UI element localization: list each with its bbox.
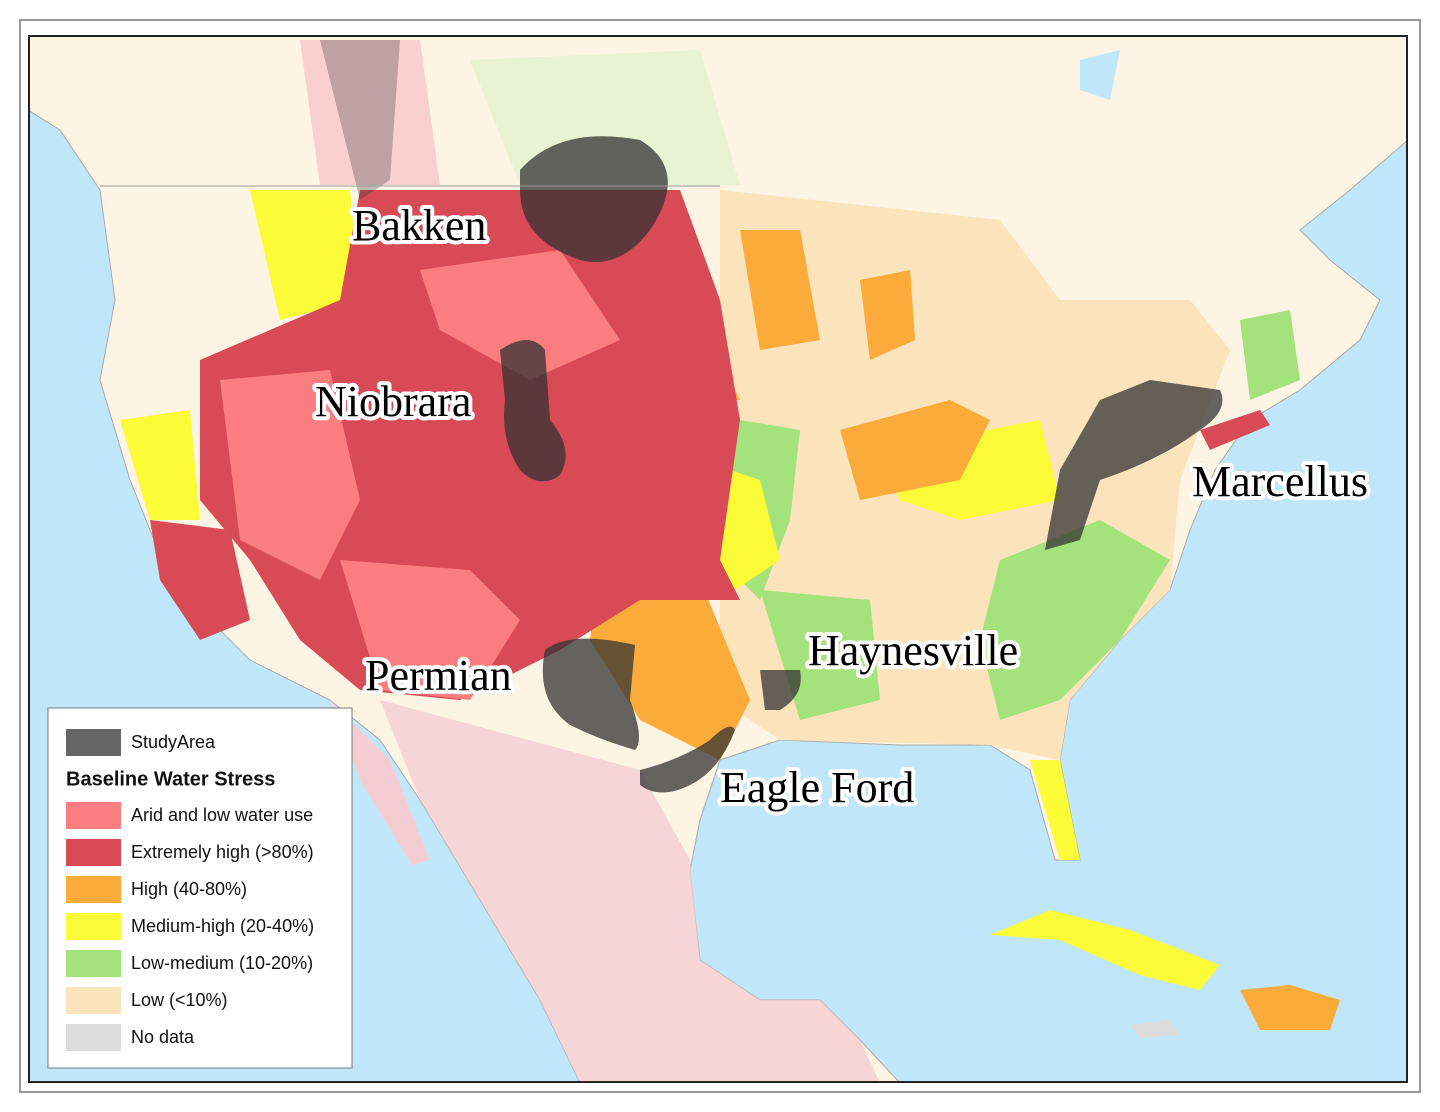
legend-label: No data bbox=[131, 1027, 195, 1047]
study-area-bakken bbox=[520, 136, 668, 262]
region-label: Marcellus bbox=[1192, 457, 1368, 506]
arid-north bbox=[420, 250, 620, 380]
region-labels: Bakken Niobrara Permian Haynesville Eagl… bbox=[311, 197, 1372, 816]
yellow-west bbox=[120, 410, 200, 520]
legend-swatch bbox=[66, 876, 121, 903]
extremely-high-ca bbox=[150, 520, 250, 640]
region-label: Permian bbox=[365, 651, 512, 700]
arid-south bbox=[340, 560, 520, 700]
legend-label: Low-medium (10-20%) bbox=[131, 953, 313, 973]
region-label: Eagle Ford bbox=[720, 763, 914, 812]
mexico bbox=[380, 700, 880, 1082]
study-areas bbox=[320, 40, 1223, 793]
orange-central bbox=[740, 230, 820, 350]
yellow-florida bbox=[1030, 760, 1080, 860]
canada-green bbox=[470, 50, 740, 185]
region-label: Niobrara bbox=[315, 377, 471, 426]
study-area-haynesville bbox=[760, 670, 801, 710]
cuba bbox=[990, 910, 1220, 990]
study-area-permian bbox=[542, 638, 639, 750]
legend-swatch bbox=[66, 1024, 121, 1051]
legend-swatch bbox=[66, 839, 121, 866]
orange-midwest bbox=[840, 400, 990, 500]
jamaica bbox=[1130, 1020, 1180, 1038]
orange-illinois bbox=[860, 270, 915, 360]
red-nyc bbox=[1200, 410, 1270, 450]
legend-label: Arid and low water use bbox=[131, 805, 313, 825]
baja bbox=[330, 700, 430, 865]
region-label: Haynesville bbox=[808, 626, 1018, 675]
legend-swatch bbox=[66, 729, 121, 756]
green-northeast bbox=[1240, 310, 1300, 400]
region-label: Bakken bbox=[352, 201, 486, 250]
legend-label: Low (<10%) bbox=[131, 990, 228, 1010]
orange-texas bbox=[620, 610, 740, 720]
study-area-niobrara bbox=[500, 340, 566, 482]
hispaniola bbox=[1240, 985, 1340, 1030]
study-area-marcellus bbox=[1045, 380, 1223, 550]
study-area-bakken-canada bbox=[320, 40, 400, 200]
legend-label: StudyArea bbox=[131, 732, 216, 752]
yellow-north bbox=[250, 190, 360, 320]
legend-swatch bbox=[66, 802, 121, 829]
legend-title: Baseline Water Stress bbox=[66, 768, 275, 790]
canada-arid bbox=[300, 40, 440, 185]
study-area-eagle-ford bbox=[640, 726, 735, 793]
legend-label: Extremely high (>80%) bbox=[131, 842, 314, 862]
legend: StudyArea Baseline Water Stress Arid and… bbox=[47, 707, 353, 1069]
green-regions bbox=[980, 520, 1170, 720]
map-frame bbox=[28, 35, 1408, 1083]
legend-label: High (40-80%) bbox=[131, 879, 247, 899]
legend-label: Medium-high (20-40%) bbox=[131, 916, 314, 936]
legend-swatch bbox=[66, 950, 121, 977]
legend-swatch bbox=[66, 913, 121, 940]
legend-swatch bbox=[66, 987, 121, 1014]
arid bbox=[220, 370, 360, 580]
